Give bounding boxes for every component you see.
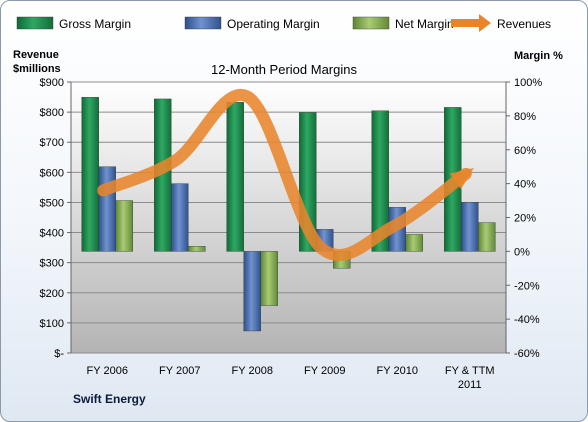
left-tick-label: $200 [40, 288, 64, 300]
legend-label-net-margin: Net Margin [395, 17, 454, 31]
revenue-line [97, 88, 474, 261]
left-tick-label: $300 [40, 258, 64, 270]
legend: Gross Margin Operating Margin Net Margin Re… [16, 14, 551, 32]
right-tick-label: -40% [514, 314, 540, 326]
category-label: FY 2009 [304, 365, 345, 377]
legend-swatch-gross-margin [16, 16, 54, 30]
category-label: 2011 [458, 379, 482, 391]
chart-title: 12-Month Period Margins [211, 62, 357, 77]
left-tick-label: $700 [40, 137, 64, 149]
bar-net-margin [188, 246, 206, 252]
right-tick-label: 80% [514, 111, 536, 123]
bar-net-margin [115, 200, 133, 252]
bar-operating-margin [171, 183, 189, 252]
revenue-arrowhead [449, 167, 474, 190]
right-tick-label: 60% [514, 145, 536, 157]
bar-net-margin [260, 251, 278, 306]
right-tick-label: 0% [514, 246, 530, 258]
left-tick-label: $100 [40, 318, 64, 330]
revenue-line-path [97, 88, 472, 261]
left-tick-label: $900 [40, 77, 64, 89]
bar-gross-margin [226, 102, 244, 252]
legend-label-operating-margin: Operating Margin [227, 17, 320, 31]
right-axis-ticks: -60% -40% -20% 0% 20% 40% 60% 80% 100% [506, 77, 542, 360]
category-labels: FY 2006 FY 2007 FY 2008 FY 2009 FY 2010 FY & … [87, 365, 495, 391]
bar-net-margin [478, 222, 496, 252]
legend-arrowhead [479, 14, 491, 32]
left-axis-ticks: $- $100 $200 $300 $400 $500 $600 $700 $800 $900 [40, 77, 71, 360]
left-tick-label: $400 [40, 228, 64, 240]
category-label: FY 2007 [159, 365, 200, 377]
bar-net-margin [405, 234, 423, 252]
left-tick-label: $- [54, 348, 64, 360]
category-label: FY & TTM [445, 365, 495, 377]
plot-area [71, 82, 506, 353]
category-label: FY 2006 [87, 365, 128, 377]
left-axis-label-line2: $millions [13, 63, 61, 75]
right-tick-label: -60% [514, 348, 540, 360]
bar-operating-margin [461, 202, 479, 252]
bar-operating-margin [243, 251, 261, 332]
left-tick-label: $600 [40, 167, 64, 179]
category-label: FY 2010 [377, 365, 418, 377]
gridlines [70, 81, 507, 354]
right-tick-label: 100% [514, 77, 542, 89]
legend-swatch-operating-margin [184, 16, 222, 30]
bar-operating-margin [98, 166, 116, 252]
right-axis-label: Margin % [514, 50, 563, 62]
bar-gross-margin [371, 110, 389, 252]
left-tick-label: $800 [40, 107, 64, 119]
legend-label-gross-margin: Gross Margin [59, 17, 131, 31]
bar-gross-margin [81, 97, 99, 252]
right-tick-label: -20% [514, 280, 540, 292]
category-label: FY 2008 [232, 365, 273, 377]
right-tick-label: 20% [514, 213, 536, 225]
legend-label-revenues: Revenues [497, 17, 551, 31]
left-tick-label: $500 [40, 197, 64, 209]
left-axis-label-line1: Revenue [13, 49, 59, 61]
right-tick-label: 40% [514, 179, 536, 191]
legend-swatch-net-margin [352, 16, 390, 30]
company-label: Swift Energy [73, 392, 146, 406]
